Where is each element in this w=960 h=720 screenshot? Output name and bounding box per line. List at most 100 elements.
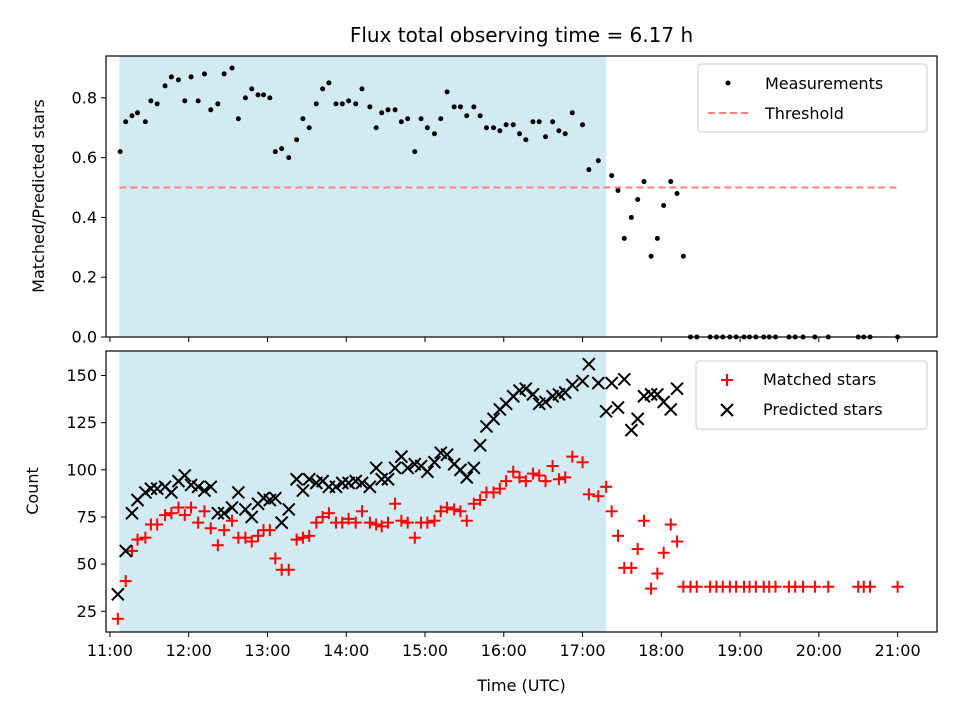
matched-point: [363, 516, 376, 529]
predicted-series: [111, 357, 684, 601]
matched-point: [513, 471, 526, 484]
predicted-point: [644, 387, 658, 402]
measurement-point: [346, 98, 352, 104]
predicted-point: [191, 480, 205, 494]
matched-point: [493, 482, 506, 495]
matched-point: [864, 580, 877, 593]
y-tick-label: 125: [66, 413, 97, 432]
measurement-point: [635, 196, 641, 202]
matched-point: [600, 480, 613, 493]
matched-point: [151, 518, 164, 531]
measurement-point: [201, 71, 207, 77]
measurement-point: [286, 155, 292, 161]
measurement-point: [595, 158, 601, 164]
measurement-point: [339, 101, 345, 107]
ratio-series: [117, 65, 901, 340]
predicted-point: [599, 404, 613, 419]
matched-point: [389, 497, 402, 510]
matched-point: [172, 501, 185, 514]
chart-title: Flux total observing time = 6.17 h: [350, 23, 693, 47]
measurement-point: [451, 104, 457, 110]
x-tick-label: 17:00: [559, 641, 605, 660]
predicted-point: [329, 480, 343, 494]
matched-point: [204, 522, 217, 535]
measurement-point: [313, 101, 319, 107]
predicted-point: [268, 491, 283, 505]
count-y-axis: 25 50 75 100 125 150: [66, 366, 106, 621]
matched-point: [582, 488, 595, 501]
measurement-point: [457, 104, 463, 110]
measurement-point: [249, 86, 255, 92]
measurement-point: [215, 101, 221, 107]
predicted-point: [670, 382, 684, 396]
matched-point: [349, 516, 362, 529]
matched-point: [408, 531, 421, 544]
measurement-point: [385, 107, 391, 113]
measurement-point: [333, 101, 339, 107]
measurement-point: [510, 122, 516, 128]
measurement-point: [221, 71, 227, 77]
ratio-legend: Measurements Threshold: [697, 63, 928, 133]
matched-point: [165, 507, 178, 520]
measurement-point: [294, 137, 300, 143]
measurement-point: [261, 92, 267, 98]
legend-label-matched: Matched stars: [763, 370, 876, 389]
matched-point: [441, 501, 454, 514]
matched-point: [434, 505, 447, 518]
predicted-point: [374, 472, 389, 486]
ratio-y-axis-label: Matched/Predicted stars: [29, 99, 48, 293]
ratio-legend-box: [697, 63, 928, 133]
measurement-point: [182, 98, 188, 104]
matched-point: [421, 516, 434, 529]
matched-point: [592, 490, 605, 503]
measurement-point: [405, 116, 411, 122]
measurement-point: [242, 95, 248, 101]
predicted-point: [467, 461, 481, 475]
measurement-point: [359, 86, 365, 92]
matched-point: [119, 575, 132, 588]
predicted-point: [369, 461, 383, 475]
matched-point: [269, 552, 282, 565]
measurement-point: [491, 125, 497, 131]
matched-point: [645, 582, 658, 595]
predicted-point: [538, 395, 553, 409]
measurement-point: [272, 149, 278, 155]
measurement-point: [320, 86, 326, 92]
count-plot-frame: [105, 350, 938, 633]
y-tick-label: 75: [77, 507, 97, 526]
measurement-point: [279, 146, 285, 152]
matched-point: [519, 475, 532, 488]
legend-label-threshold: Threshold: [764, 104, 844, 123]
matched-point: [303, 529, 316, 542]
measurement-point: [195, 98, 201, 104]
predicted-point: [111, 587, 125, 601]
predicted-point: [486, 412, 501, 426]
matched-point: [664, 518, 677, 531]
matched-point: [316, 510, 329, 523]
x-tick-label: 12:00: [166, 641, 212, 660]
predicted-point: [630, 412, 645, 426]
measurement-point: [503, 122, 509, 128]
matched-point: [454, 505, 467, 518]
matched-point: [566, 450, 579, 463]
measurement-point: [267, 95, 273, 101]
measurement-point: [464, 113, 470, 119]
measurement-point: [162, 83, 168, 89]
measurement-point: [562, 131, 568, 137]
matched-point: [651, 567, 664, 580]
matched-point: [539, 475, 552, 488]
matched-point: [448, 503, 461, 516]
matched-point: [546, 460, 559, 473]
predicted-point: [575, 374, 590, 388]
predicted-point: [473, 438, 487, 453]
predicted-point: [125, 506, 139, 520]
matched-point: [460, 514, 473, 527]
x-tick-label: 16:00: [481, 641, 527, 660]
matched-point: [797, 580, 810, 593]
matched-point: [891, 580, 904, 593]
matched-point: [125, 544, 138, 557]
predicted-point: [274, 515, 289, 530]
matched-point: [507, 465, 520, 478]
measurement-point: [648, 253, 654, 259]
